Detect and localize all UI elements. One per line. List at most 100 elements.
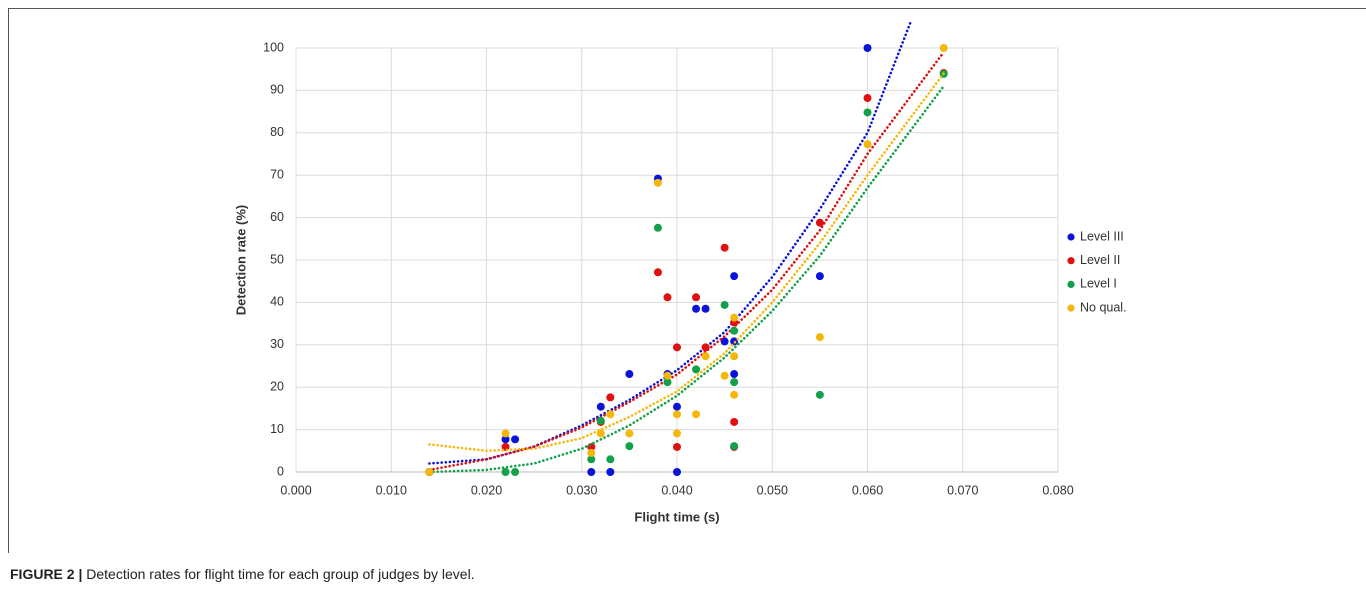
x-tick-label: 0.030: [566, 483, 597, 497]
data-point: [939, 44, 948, 52]
x-tick-label: 0.050: [757, 483, 788, 497]
data-point: [863, 94, 872, 103]
data-point: [863, 108, 872, 117]
data-point: [511, 435, 520, 444]
y-tick-label: 90: [270, 83, 284, 97]
y-tick-label: 0: [277, 464, 284, 478]
caption-text: Detection rates for flight time for each…: [86, 566, 475, 582]
data-point: [815, 272, 824, 281]
data-point: [673, 429, 681, 438]
legend-marker: [1067, 257, 1075, 265]
data-point: [587, 468, 596, 476]
x-tick-label: 0.040: [661, 483, 692, 497]
data-point: [701, 304, 710, 313]
data-point: [625, 442, 634, 451]
legend-label: Level III: [1080, 229, 1124, 243]
data-point: [653, 223, 662, 232]
trend-line: [428, 84, 945, 474]
trend-line: [428, 50, 945, 472]
data-point: [701, 352, 710, 361]
y-tick-label: 30: [270, 337, 284, 351]
data-point: [720, 337, 729, 346]
data-point: [863, 140, 872, 149]
data-point: [673, 468, 681, 476]
caption: FIGURE 2 | Detection rates for flight ti…: [10, 566, 475, 582]
data-point: [730, 313, 739, 322]
data-point: [730, 352, 739, 361]
y-axis-title: Detection rate (%): [233, 205, 248, 316]
x-tick-label: 0.060: [852, 483, 883, 497]
y-tick-label: 40: [270, 295, 284, 309]
x-tick-label: 0.010: [376, 483, 407, 497]
y-tick-label: 60: [270, 210, 284, 224]
caption-label: FIGURE 2 |: [10, 566, 83, 582]
legend-marker: [1067, 304, 1075, 312]
data-point: [815, 218, 824, 227]
data-point: [587, 448, 596, 457]
data-point: [730, 378, 739, 387]
data-point: [606, 410, 615, 419]
data-point: [596, 402, 605, 411]
y-tick-label: 50: [270, 252, 284, 266]
data-point: [730, 390, 739, 399]
legend-label: No qual.: [1080, 300, 1127, 314]
x-tick-label: 0.080: [1042, 483, 1073, 497]
y-tick-label: 20: [270, 379, 284, 393]
data-point: [501, 468, 510, 476]
x-axis-title: Flight time (s): [634, 509, 719, 524]
data-point: [606, 468, 615, 476]
data-point: [596, 416, 605, 425]
legend-marker: [1067, 233, 1075, 241]
data-point: [606, 455, 615, 464]
data-point: [663, 371, 672, 380]
x-tick-label: 0.000: [280, 483, 311, 497]
data-point: [663, 293, 672, 302]
data-point: [692, 293, 701, 302]
data-point: [673, 442, 681, 451]
trend-line: [428, 21, 912, 465]
data-point: [511, 468, 520, 476]
data-point: [815, 333, 824, 342]
data-point: [673, 410, 681, 419]
data-point: [596, 429, 605, 438]
y-tick-label: 80: [270, 125, 284, 139]
y-tick-label: 100: [263, 40, 284, 54]
x-tick-label: 0.070: [947, 483, 978, 497]
data-point: [501, 429, 510, 438]
data-point: [730, 326, 739, 335]
data-point: [730, 417, 739, 426]
data-point: [815, 390, 824, 399]
data-point: [653, 178, 662, 187]
data-point: [625, 370, 634, 379]
data-point: [692, 304, 701, 313]
data-point: [673, 343, 681, 352]
data-point: [701, 343, 710, 352]
data-point: [625, 429, 634, 438]
data-point: [730, 442, 739, 451]
data-point: [653, 268, 662, 277]
x-tick-label: 0.020: [471, 483, 502, 497]
data-point: [501, 435, 510, 444]
y-tick-label: 70: [270, 167, 284, 181]
data-point: [663, 378, 672, 387]
legend-marker: [1067, 280, 1075, 288]
data-point: [720, 243, 729, 252]
data-point: [692, 365, 701, 374]
data-point: [673, 402, 681, 411]
figure-frame: [8, 8, 1366, 553]
data-point: [587, 455, 596, 464]
data-point: [730, 370, 739, 379]
data-point: [720, 300, 729, 309]
legend-label: Level I: [1080, 277, 1117, 291]
data-point: [692, 410, 701, 419]
chart: Flight time (s) Detection rate (%) 0 10 20…: [233, 21, 1127, 524]
data-point: [730, 272, 739, 281]
legend-label: Level II: [1080, 253, 1120, 267]
data-point: [720, 371, 729, 380]
data-point: [425, 468, 434, 476]
trend-line: [428, 72, 945, 453]
data-point: [863, 44, 872, 52]
y-tick-label: 10: [270, 422, 284, 436]
data-point: [606, 393, 615, 402]
